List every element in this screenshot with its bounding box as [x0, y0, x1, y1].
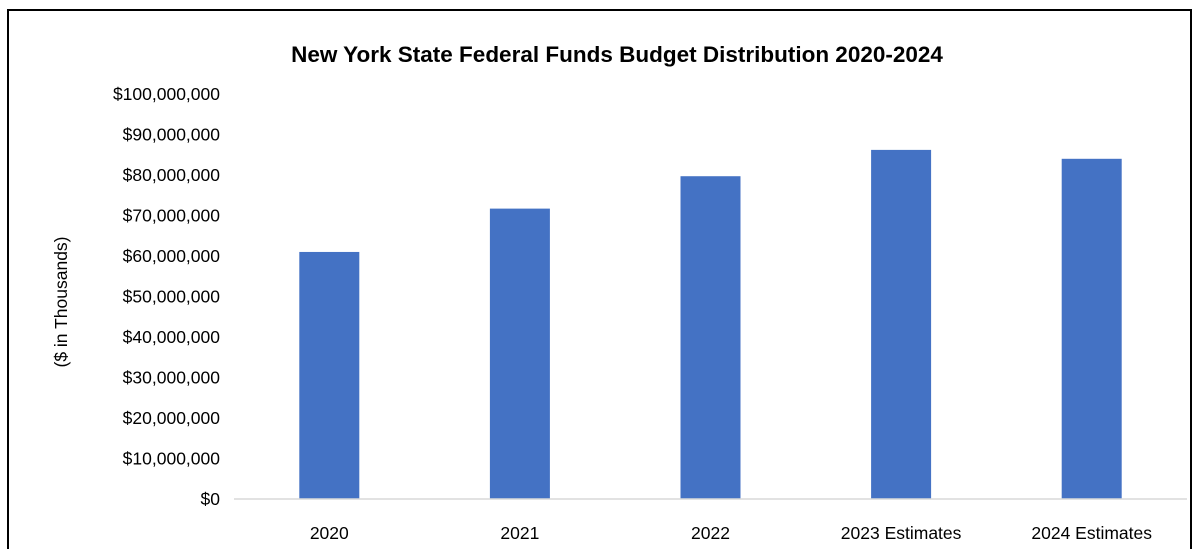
y-tick-label: $0 [201, 489, 221, 509]
x-axis-tick-labels: 2020 2021 2022 2023 Estimates 2024 Estimates [310, 523, 1152, 543]
bar-2021 [489, 208, 550, 500]
x-tick-label: 2022 [691, 523, 730, 543]
y-tick-label: $40,000,000 [123, 327, 221, 347]
y-tick-label: $60,000,000 [123, 246, 221, 266]
y-tick-label: $70,000,000 [123, 206, 221, 226]
chart-title: New York State Federal Funds Budget Dist… [291, 42, 943, 67]
bar-2022 [680, 176, 741, 499]
x-tick-label: 2024 Estimates [1031, 523, 1152, 543]
bar-2020 [299, 251, 360, 499]
y-tick-label: $20,000,000 [123, 408, 221, 428]
bar-series [299, 149, 1122, 500]
bar-chart: New York State Federal Funds Budget Dist… [51, 42, 1187, 543]
y-tick-label: $50,000,000 [123, 287, 221, 307]
chart-frame: New York State Federal Funds Budget Dist… [7, 9, 1192, 549]
y-tick-label: $80,000,000 [123, 165, 221, 185]
x-tick-label: 2023 Estimates [841, 523, 962, 543]
y-tick-label: $100,000,000 [113, 84, 220, 104]
bar-2023-estimates [871, 149, 932, 499]
y-axis-title: ($ in Thousands) [51, 236, 71, 367]
y-tick-label: $90,000,000 [123, 125, 221, 145]
y-tick-label: $10,000,000 [123, 449, 221, 469]
y-tick-label: $30,000,000 [123, 368, 221, 388]
y-axis-tick-labels: $0 $10,000,000 $20,000,000 $30,000,000 $40,0… [113, 84, 220, 509]
bar-2024-estimates [1061, 158, 1122, 500]
x-tick-label: 2020 [310, 523, 349, 543]
x-tick-label: 2021 [500, 523, 539, 543]
